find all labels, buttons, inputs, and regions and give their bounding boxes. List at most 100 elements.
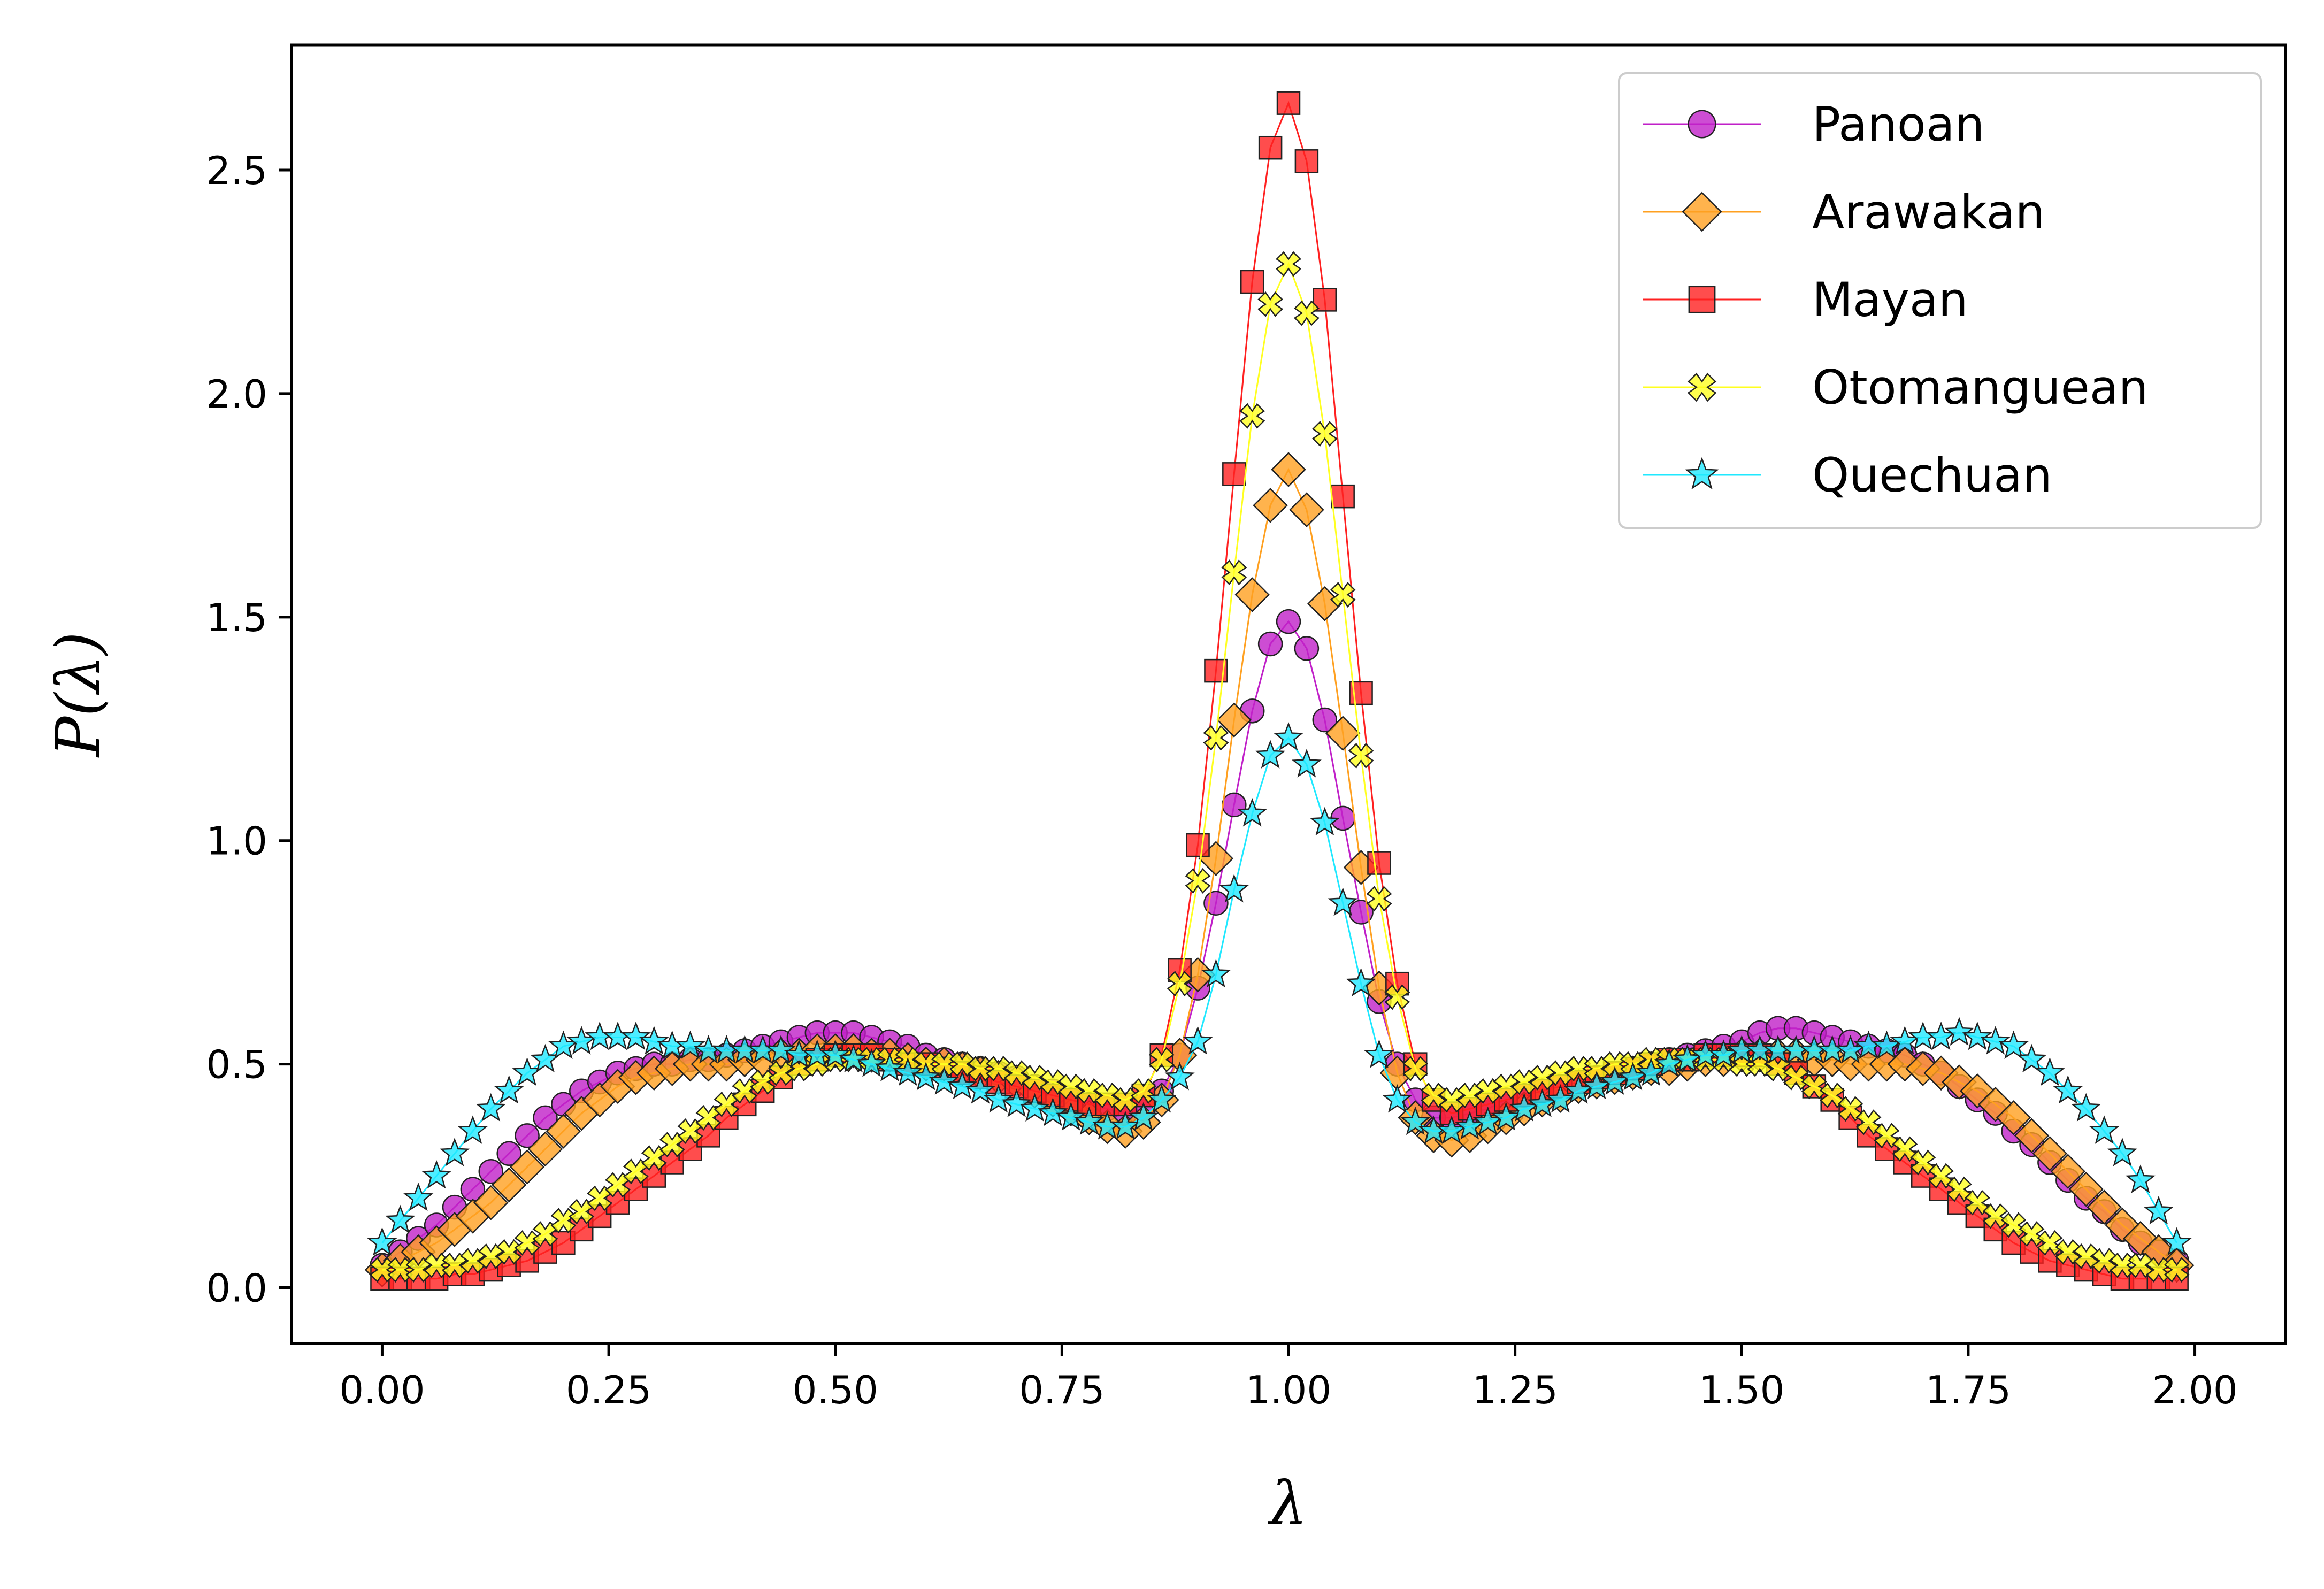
data-point xyxy=(509,1149,545,1185)
data-point xyxy=(1164,1062,1195,1091)
data-point xyxy=(587,1185,613,1211)
legend-item-otomanguean: Otomanguean xyxy=(1643,360,2149,415)
data-point xyxy=(714,1091,740,1117)
y-tick-label: 1.5 xyxy=(206,595,267,640)
data-point xyxy=(2164,1257,2190,1283)
data-point xyxy=(1402,1056,1429,1081)
data-point xyxy=(1019,1093,1050,1122)
legend-item-mayan: Mayan xyxy=(1643,272,1968,327)
data-point xyxy=(820,1039,850,1068)
data-point xyxy=(1183,1026,1213,1055)
data-point xyxy=(1325,716,1361,751)
data-point xyxy=(2087,1189,2122,1225)
data-point xyxy=(1234,577,1270,612)
legend-item-panoan: Panoan xyxy=(1643,97,1984,152)
data-point xyxy=(385,1204,416,1234)
data-point xyxy=(2055,1239,2081,1265)
data-point xyxy=(1239,403,1265,429)
data-point xyxy=(2014,1118,2050,1154)
data-point xyxy=(1167,971,1193,997)
data-point xyxy=(1475,1078,1501,1104)
y-tick-label: 2.5 xyxy=(206,148,267,193)
data-point xyxy=(1221,559,1247,586)
data-point xyxy=(1584,1056,1610,1081)
data-point xyxy=(1942,1064,1977,1100)
data-point xyxy=(2110,1252,2135,1278)
data-point xyxy=(1219,874,1249,903)
data-point xyxy=(2145,1257,2172,1283)
data-point xyxy=(1273,721,1304,751)
data-point xyxy=(1346,968,1376,997)
data-point xyxy=(2068,1171,2104,1207)
data-point xyxy=(675,1030,705,1060)
data-point xyxy=(875,1053,905,1081)
data-point xyxy=(2143,1195,2174,1225)
data-point xyxy=(478,1158,504,1184)
data-point xyxy=(695,1104,722,1131)
data-point xyxy=(1382,1084,1413,1113)
data-point xyxy=(514,1230,540,1256)
legend-label: Quechuan xyxy=(1812,448,2052,503)
data-point xyxy=(1022,1064,1048,1091)
data-point xyxy=(2016,1043,2047,1073)
x-tick-label: 1.25 xyxy=(1472,1368,1558,1413)
data-point xyxy=(1257,631,1283,657)
data-point xyxy=(2037,1230,2063,1256)
data-point xyxy=(1309,807,1340,836)
y-tick-label: 2.0 xyxy=(206,372,267,417)
data-point xyxy=(1237,798,1268,827)
data-point xyxy=(403,1182,434,1211)
data-point xyxy=(2019,1221,2045,1247)
data-point xyxy=(893,1057,923,1086)
data-point xyxy=(1294,636,1320,661)
data-point xyxy=(421,1160,452,1189)
data-point xyxy=(965,1075,995,1104)
data-point xyxy=(1566,1056,1592,1081)
data-point xyxy=(1783,1064,1809,1091)
legend-label: Mayan xyxy=(1812,272,1968,327)
data-point xyxy=(1258,135,1283,160)
data-point xyxy=(1946,1176,1972,1202)
y-tick-label: 0.0 xyxy=(206,1266,267,1311)
data-point xyxy=(2032,1136,2068,1171)
data-point xyxy=(911,1062,941,1091)
data-point xyxy=(1328,887,1358,916)
y-tick-label: 1.0 xyxy=(206,819,267,864)
data-point xyxy=(1837,1096,1863,1122)
data-point xyxy=(2035,1057,2065,1086)
x-tick-label: 2.00 xyxy=(2152,1368,2237,1413)
data-point xyxy=(2125,1164,2156,1193)
data-point xyxy=(478,1243,504,1269)
data-point xyxy=(1874,1123,1900,1149)
data-point xyxy=(494,1075,524,1104)
data-point xyxy=(1040,1069,1066,1095)
data-point xyxy=(732,1078,758,1104)
data-point xyxy=(1962,1021,1992,1050)
y-axis: 0.0 0.5 1.0 1.5 2.0 2.5 xyxy=(206,148,292,1311)
data-point xyxy=(1076,1078,1102,1104)
legend-label: Otomanguean xyxy=(1812,360,2149,415)
data-point xyxy=(1892,1136,1918,1162)
data-point xyxy=(1384,984,1410,1010)
data-point xyxy=(1186,833,1210,857)
data-point xyxy=(1400,1106,1431,1135)
data-point xyxy=(1201,958,1231,988)
data-point xyxy=(2091,1248,2118,1274)
data-point xyxy=(424,1252,450,1278)
x-tick-label: 1.75 xyxy=(1926,1368,2011,1413)
data-point xyxy=(550,1208,577,1234)
series-layer xyxy=(364,91,2195,1291)
data-point xyxy=(515,1123,540,1148)
data-point xyxy=(1222,462,1246,486)
data-point xyxy=(1801,1073,1827,1100)
data-point xyxy=(1456,1083,1483,1109)
data-point xyxy=(2073,1243,2099,1269)
legend-item-arawakan: Arawakan xyxy=(1643,185,2045,240)
data-point xyxy=(985,1056,1011,1081)
data-point xyxy=(1982,1203,2008,1229)
data-point xyxy=(1348,742,1374,769)
data-point xyxy=(856,1048,887,1077)
data-point xyxy=(1636,1057,1666,1086)
data-point xyxy=(1271,452,1306,487)
